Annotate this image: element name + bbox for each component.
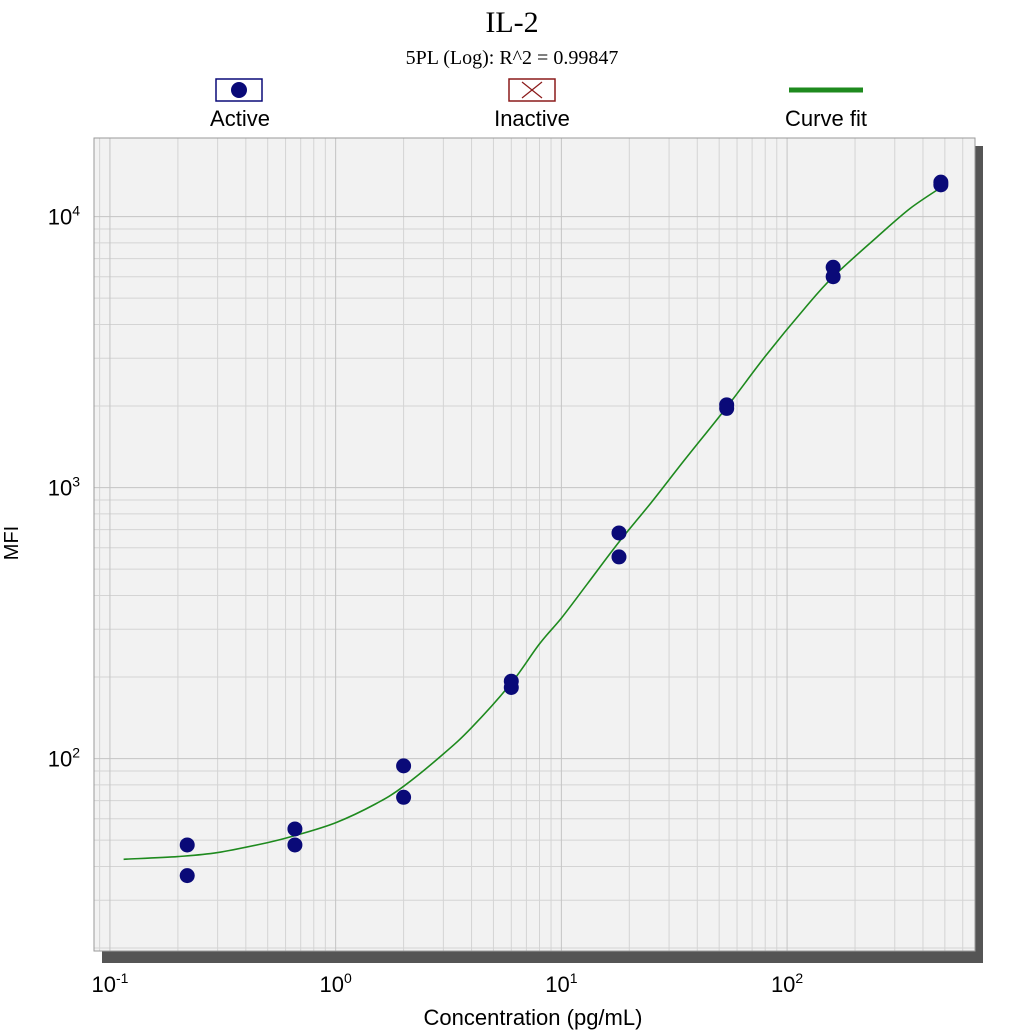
legend-active-dot-icon	[231, 82, 247, 98]
chart-subtitle: 5PL (Log): R^2 = 0.99847	[406, 47, 619, 69]
legend: Active Inactive Curve fit	[210, 78, 867, 131]
active-point	[179, 837, 195, 853]
x-tick-label: 10-1	[91, 970, 128, 997]
active-point	[287, 821, 303, 837]
legend-item-inactive: Inactive	[494, 78, 570, 131]
active-point	[396, 758, 412, 774]
active-point	[287, 837, 303, 853]
x-tick-label: 102	[771, 970, 803, 997]
active-point	[933, 177, 949, 193]
active-point	[179, 868, 195, 884]
chart-title: IL-2	[485, 6, 538, 39]
y-tick-label: 102	[48, 745, 80, 772]
y-axis-label: MFI	[1, 526, 23, 560]
legend-inactive-x-icon-2	[521, 81, 543, 99]
x-axis-label: Concentration (pg/mL)	[424, 1005, 643, 1030]
y-axis-ticks: 102 103 104	[48, 203, 80, 772]
grid-minor	[94, 138, 975, 951]
active-points	[179, 174, 949, 884]
active-point	[825, 269, 841, 285]
grid-major	[94, 138, 975, 951]
active-point	[611, 525, 627, 541]
y-tick-label: 103	[48, 474, 80, 501]
active-point	[611, 549, 627, 565]
x-axis-ticks: 10-1 100 101 102	[91, 970, 803, 997]
active-point	[396, 789, 412, 805]
legend-inactive-label: Inactive	[494, 106, 570, 131]
plot-area	[94, 138, 975, 951]
legend-item-curve-fit: Curve fit	[785, 87, 867, 131]
x-tick-label: 100	[320, 970, 352, 997]
legend-active-label: Active	[210, 106, 270, 131]
x-tick-label: 101	[545, 970, 577, 997]
legend-item-active: Active	[210, 78, 270, 131]
plot-border	[93, 137, 976, 952]
legend-curve-fit-label: Curve fit	[785, 106, 867, 131]
active-point	[719, 400, 735, 416]
y-tick-label: 104	[48, 203, 80, 230]
active-point	[503, 679, 519, 695]
